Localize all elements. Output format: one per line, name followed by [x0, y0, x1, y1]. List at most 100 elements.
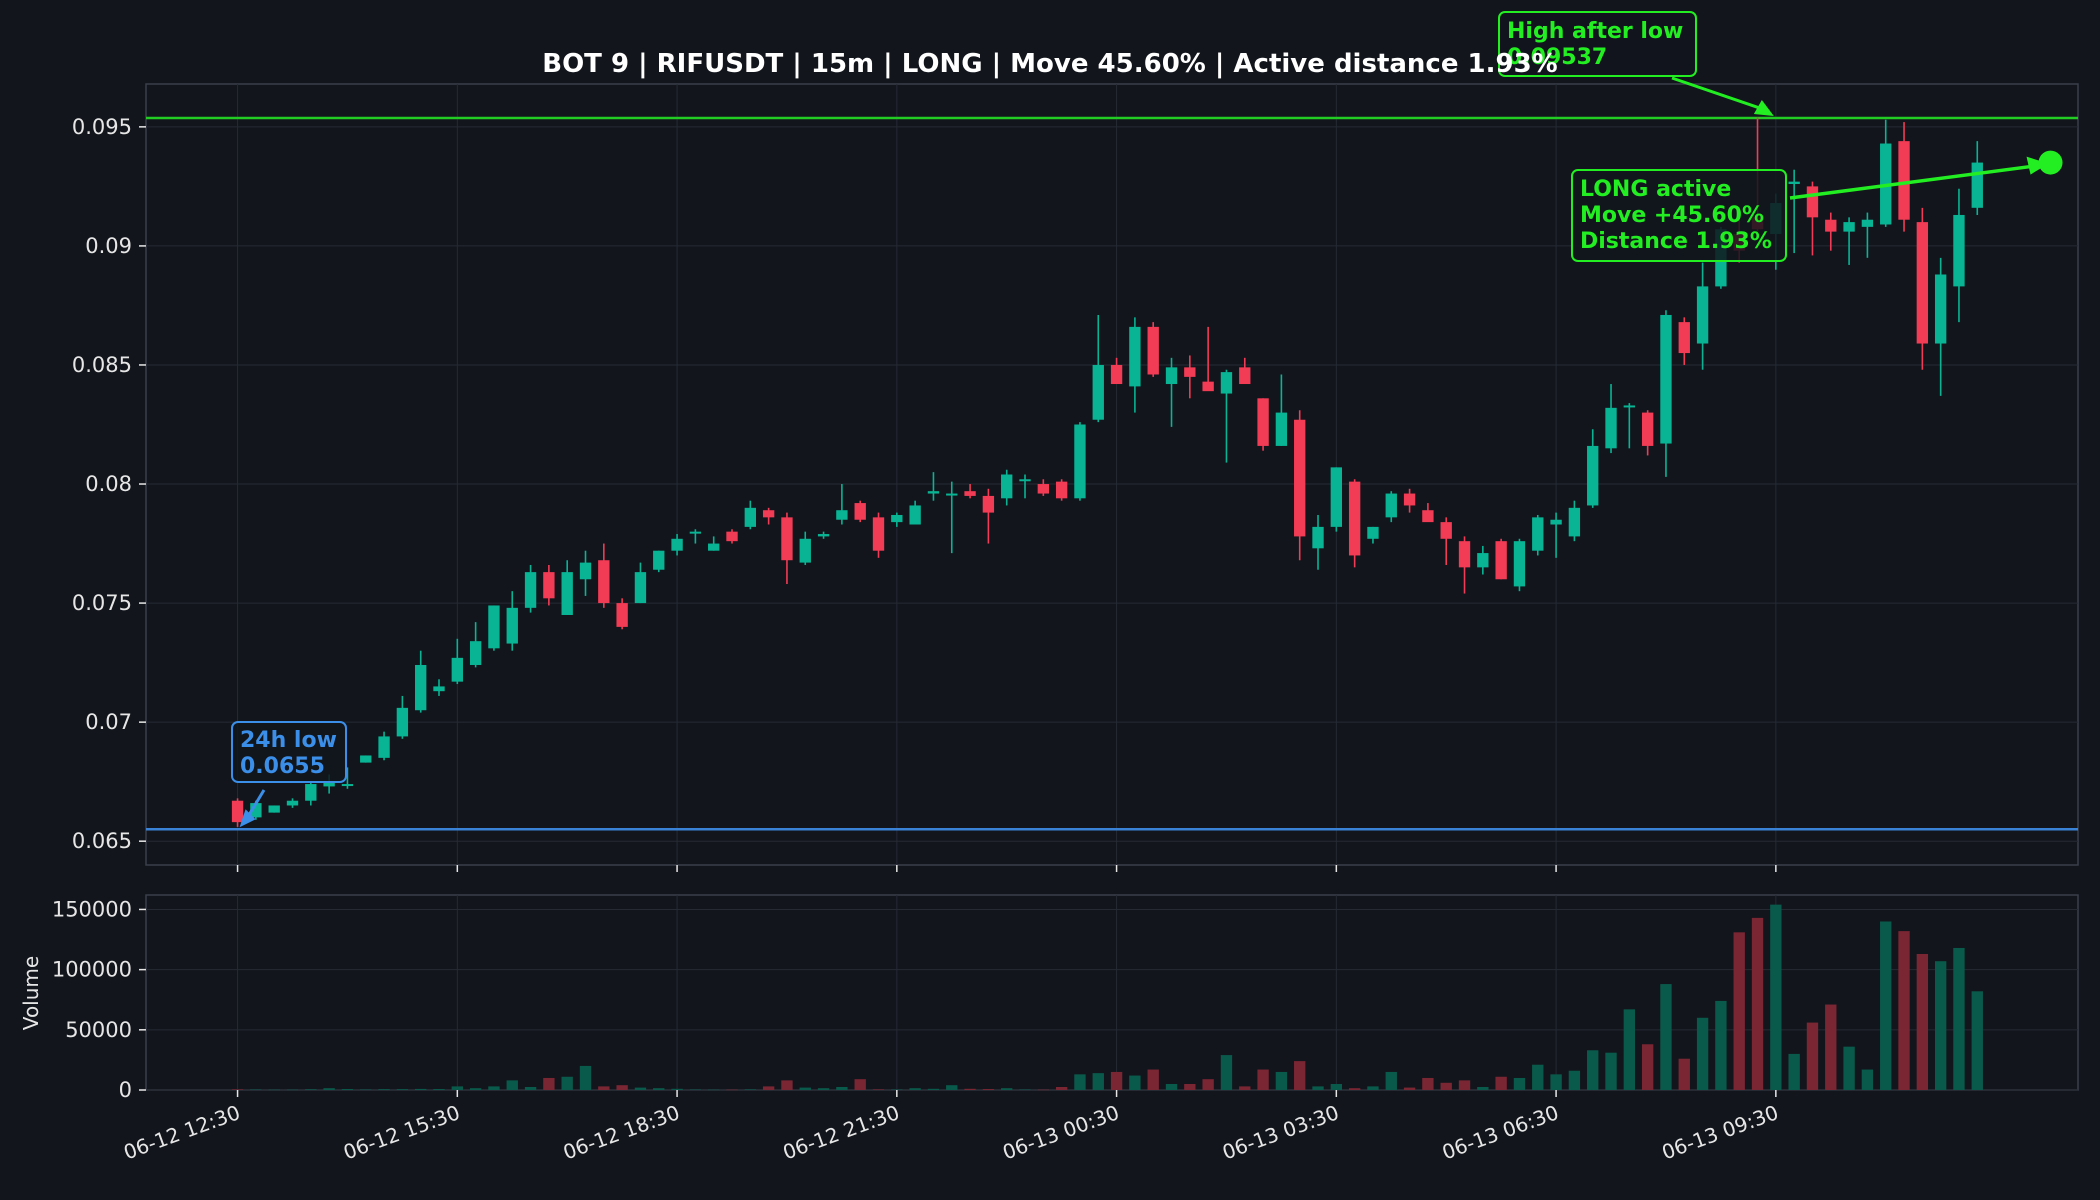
candle-body	[616, 603, 628, 627]
volume-bar	[1550, 1074, 1562, 1090]
volume-bar	[396, 1089, 409, 1090]
active-annotation-text: Distance 1.93%	[1580, 229, 1772, 254]
volume-bar	[561, 1076, 573, 1090]
volume-bar	[1623, 1009, 1636, 1090]
volume-bar	[543, 1077, 555, 1090]
candle-body	[1513, 541, 1526, 587]
candle-body	[1074, 424, 1086, 499]
volume-bar	[964, 1088, 976, 1090]
candle-body	[341, 784, 354, 787]
candle-body	[836, 510, 848, 520]
volume-bar	[1440, 1082, 1452, 1090]
volume-bar	[1641, 1044, 1654, 1090]
active-annotation-box	[1571, 169, 1787, 262]
volume-bar	[817, 1088, 830, 1090]
volume-bar	[1678, 1058, 1690, 1090]
candle-body	[506, 607, 518, 644]
candle-body	[561, 572, 573, 615]
candle-body	[708, 543, 720, 551]
volume-bar	[1880, 921, 1892, 1090]
candle-body	[891, 514, 903, 523]
volume-bar	[1916, 953, 1929, 1090]
candle-body	[305, 784, 317, 801]
volume-bar	[1788, 1053, 1800, 1090]
volume-y-tick-label: 150000	[52, 897, 132, 921]
price-y-tick-label: 0.065	[72, 829, 132, 853]
volume-bar	[1202, 1079, 1214, 1090]
volume-bar	[726, 1089, 738, 1091]
candle-body	[579, 562, 592, 580]
volume-bar	[579, 1065, 592, 1090]
candle-body	[1165, 367, 1178, 385]
volume-bar	[1477, 1086, 1489, 1090]
volume-bar	[634, 1087, 647, 1090]
candle-body	[396, 707, 409, 737]
volume-bar	[854, 1079, 866, 1090]
candle-body	[1641, 412, 1654, 446]
volume-bar	[1129, 1075, 1141, 1090]
price-panel-frame	[145, 83, 2079, 866]
volume-bar	[1312, 1086, 1324, 1090]
candle-body	[1147, 326, 1159, 375]
candle-body	[1019, 479, 1031, 482]
volume-bar	[689, 1089, 702, 1091]
candle-body	[1312, 526, 1324, 549]
volume-bar	[1294, 1061, 1306, 1090]
volume-bar	[1019, 1089, 1031, 1091]
candle-body	[1806, 186, 1819, 218]
candle-body	[1678, 322, 1690, 354]
volume-bar	[488, 1086, 500, 1090]
candle-body	[1055, 481, 1068, 499]
volume-bar	[1147, 1069, 1159, 1090]
candle-body	[726, 531, 738, 542]
volume-bar	[1513, 1077, 1526, 1090]
low-annotation-arrow	[246, 789, 266, 819]
candle-body	[598, 560, 610, 604]
candle-body	[1385, 493, 1397, 518]
volume-bar	[1587, 1050, 1599, 1090]
volume-bar	[1825, 1004, 1837, 1090]
candle-body	[469, 641, 482, 665]
candle-body	[872, 517, 885, 551]
candle-body	[946, 493, 958, 496]
candle-body	[286, 800, 299, 806]
candle-body	[524, 572, 537, 608]
volume-bar	[1458, 1080, 1471, 1090]
candle-body	[1440, 522, 1452, 539]
candle-body	[1861, 219, 1874, 227]
candle-body	[964, 491, 976, 496]
candle-body	[323, 781, 335, 787]
volume-bar	[1568, 1070, 1581, 1090]
volume-bar	[744, 1089, 756, 1090]
volume-bar	[616, 1085, 628, 1090]
volume-bar	[231, 1089, 244, 1090]
candle-body	[762, 510, 775, 518]
active-annotation-arrowhead	[2026, 156, 2049, 175]
volume-bar	[1696, 1017, 1709, 1090]
candle-body	[543, 572, 555, 599]
volume-bar	[909, 1088, 921, 1090]
candle-body	[268, 805, 280, 813]
volume-bar	[1422, 1077, 1434, 1090]
candle-body	[909, 505, 921, 525]
volume-bar	[286, 1089, 299, 1091]
candle-body	[689, 531, 702, 534]
candle-body	[671, 538, 683, 551]
candle-body	[1660, 314, 1672, 444]
active-annotation-arrow	[1789, 164, 2031, 200]
candle-body	[1330, 467, 1343, 527]
volume-bar	[1037, 1089, 1050, 1091]
volume-bar	[250, 1089, 262, 1091]
volume-bar	[1385, 1071, 1397, 1090]
candle-body	[1184, 367, 1196, 377]
candle-body	[634, 572, 647, 604]
candle-body	[250, 803, 262, 818]
candle-body	[854, 503, 866, 520]
candle-body	[231, 800, 244, 823]
candle-body	[1220, 372, 1233, 394]
candle-body	[1129, 326, 1141, 387]
volume-bar	[982, 1089, 995, 1090]
volume-bar	[836, 1086, 848, 1090]
volume-bar	[781, 1080, 793, 1090]
volume-bar	[946, 1085, 958, 1090]
